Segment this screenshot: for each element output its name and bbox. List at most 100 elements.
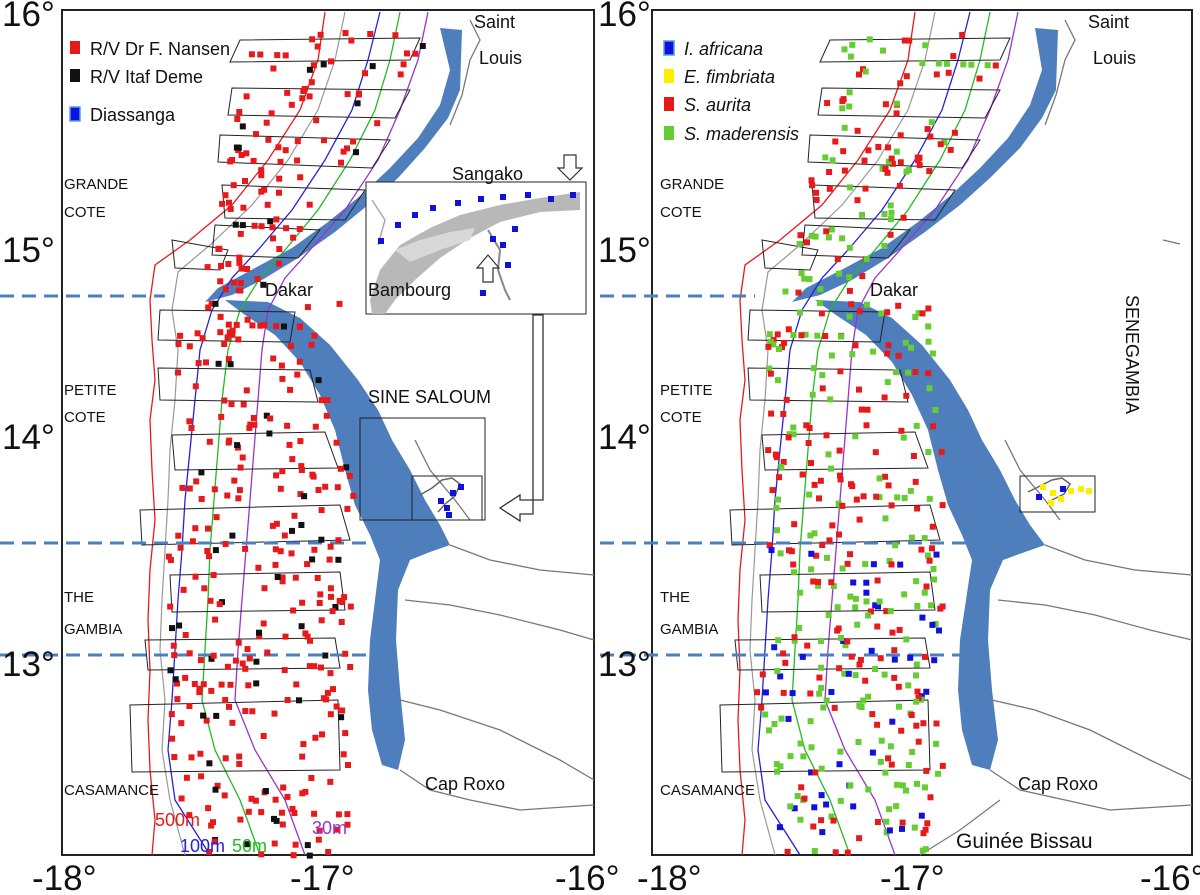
station-marker (913, 661, 920, 668)
station-marker (288, 343, 294, 349)
station-marker (815, 579, 822, 585)
station-marker (273, 520, 280, 527)
station-marker (213, 514, 220, 521)
station-marker (236, 753, 243, 760)
border-line (919, 799, 1001, 856)
station-marker (785, 434, 792, 441)
station-marker (847, 782, 854, 789)
station-marker (258, 851, 265, 858)
station-marker (888, 761, 895, 768)
station-marker (226, 329, 233, 336)
station-marker (208, 687, 215, 694)
station-marker (794, 793, 801, 799)
diassanga-station (548, 196, 554, 202)
saloum-station (1086, 488, 1092, 494)
label-sine-saloum: SINE SALOUM (368, 387, 491, 407)
station-marker (870, 348, 877, 355)
station-marker (287, 386, 294, 393)
station-marker (840, 638, 847, 644)
station-marker (311, 810, 318, 817)
station-marker (186, 418, 193, 425)
station-marker (805, 440, 812, 446)
station-marker (882, 769, 889, 776)
station-marker (308, 341, 315, 348)
station-marker (294, 138, 301, 145)
station-marker (860, 493, 867, 500)
station-marker (250, 157, 257, 164)
station-marker (245, 682, 252, 689)
station-marker (888, 502, 895, 509)
station-marker (813, 196, 820, 203)
station-marker (935, 60, 942, 67)
station-marker (850, 579, 857, 586)
station-marker (810, 365, 817, 372)
station-marker (862, 185, 869, 192)
station-marker (882, 473, 888, 480)
station-marker (791, 569, 797, 576)
station-marker (823, 432, 830, 439)
station-marker (198, 496, 205, 502)
station-marker (795, 289, 802, 296)
station-marker (886, 806, 893, 813)
station-marker (834, 256, 841, 263)
station-marker (290, 607, 297, 614)
station-marker (344, 811, 351, 818)
station-marker (336, 597, 343, 604)
station-marker (221, 341, 228, 347)
station-marker (828, 813, 835, 820)
station-marker (346, 472, 353, 479)
station-marker (210, 819, 216, 826)
station-marker (913, 698, 920, 705)
station-marker (261, 585, 268, 592)
station-marker (276, 246, 283, 252)
station-marker (318, 617, 325, 624)
x-tick-17-right: -17° (880, 859, 945, 895)
station-marker (208, 300, 215, 307)
station-marker (271, 815, 277, 822)
estuary-water-right (815, 300, 1045, 770)
station-marker (269, 522, 276, 529)
label-the-right: THE (660, 589, 690, 606)
station-marker (846, 89, 853, 96)
station-marker (816, 674, 823, 681)
station-marker (306, 201, 313, 208)
station-marker (893, 803, 900, 810)
inset-river-small (419, 477, 461, 513)
station-marker (856, 661, 863, 668)
saloum-station (1048, 500, 1054, 506)
station-marker (754, 689, 761, 696)
station-marker (810, 578, 817, 585)
label-petite: PETITE (64, 382, 117, 399)
station-marker (816, 690, 823, 697)
station-marker (837, 368, 844, 375)
station-marker (825, 234, 832, 241)
station-marker (253, 658, 260, 665)
station-marker (800, 753, 807, 760)
station-marker (296, 358, 303, 365)
station-marker (913, 578, 920, 585)
station-marker (777, 550, 784, 557)
survey-strata-right (719, 37, 1011, 773)
station-marker (903, 392, 910, 399)
station-marker (844, 638, 851, 645)
station-marker (797, 589, 803, 596)
station-marker (251, 421, 258, 428)
legend-label-diassanga: Diassanga (90, 105, 176, 125)
station-marker (262, 788, 269, 794)
diassanga-station (490, 236, 496, 242)
station-marker (929, 621, 936, 628)
station-marker (891, 674, 898, 681)
station-marker (845, 670, 852, 677)
station-marker (205, 525, 211, 532)
station-marker (925, 323, 932, 330)
station-marker (789, 690, 796, 697)
station-marker (797, 816, 804, 823)
station-marker (238, 152, 245, 158)
y-tick-13-left: 13° (2, 645, 55, 684)
station-marker (913, 422, 920, 429)
station-marker (215, 360, 222, 367)
station-marker (333, 703, 340, 710)
station-marker (914, 505, 921, 512)
label-cote-2: COTE (64, 409, 106, 426)
station-marker (318, 536, 325, 543)
